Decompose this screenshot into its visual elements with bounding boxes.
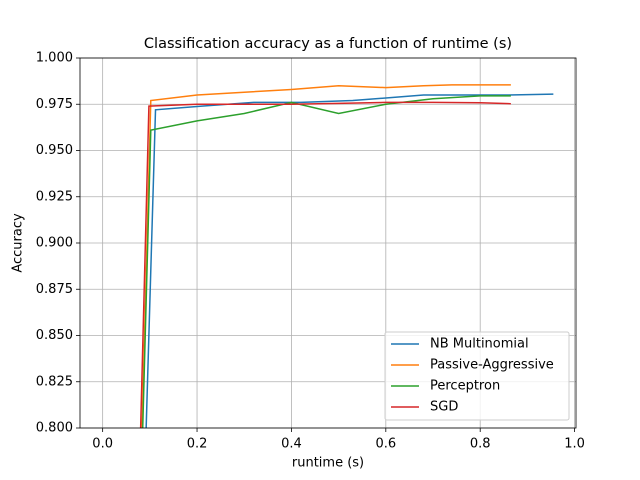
y-tick-label: 0.925 (36, 189, 73, 204)
x-tick-label: 0.8 (470, 437, 491, 452)
legend-label: SGD (430, 400, 458, 415)
x-tick-label: 1.0 (564, 437, 585, 452)
y-tick-label: 0.975 (36, 97, 73, 112)
y-tick-label: 0.875 (36, 282, 73, 297)
plot-frame (79, 57, 577, 429)
y-tick-label: 0.950 (36, 143, 73, 158)
y-tick-label: 0.850 (36, 328, 73, 343)
series-line (141, 95, 511, 428)
legend-box (384, 331, 570, 421)
y-axis-label: Accuracy (11, 213, 26, 273)
legend-label: Perceptron (430, 379, 500, 394)
legend-label: Passive-Aggressive (430, 358, 554, 373)
legend-label: NB Multinomial (430, 337, 529, 352)
y-tick-label: 0.825 (36, 374, 73, 389)
chart-title: Classification accuracy as a function of… (144, 36, 512, 52)
series-line (139, 101, 511, 428)
y-tick-label: 1.000 (36, 51, 73, 66)
y-tick-label: 0.800 (36, 421, 73, 436)
x-axis-label: runtime (s) (292, 456, 364, 471)
x-tick-label: 0.0 (92, 437, 113, 452)
series-line (141, 84, 511, 428)
series-line (145, 93, 554, 428)
x-tick-label: 0.4 (281, 437, 302, 452)
plot-lines (139, 84, 554, 428)
y-tick-label: 0.900 (36, 236, 73, 251)
x-tick-label: 0.6 (375, 437, 396, 452)
x-tick-label: 0.2 (187, 437, 208, 452)
